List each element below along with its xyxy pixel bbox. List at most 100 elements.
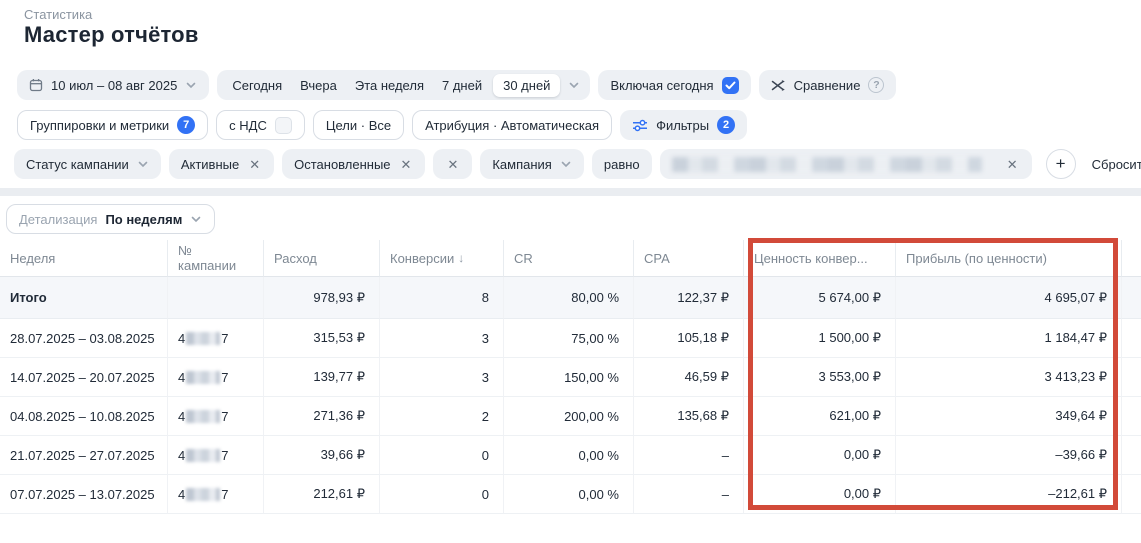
filter-value-active-label: Активные: [180, 156, 240, 172]
column-header-week[interactable]: Неделя: [0, 240, 168, 277]
chevron-down-icon: [138, 161, 148, 168]
column-header-conversion-value[interactable]: Ценность конвер...: [744, 240, 896, 277]
section-divider: [0, 188, 1141, 196]
help-icon[interactable]: ?: [868, 77, 885, 93]
total-week-cell: Итого: [0, 277, 168, 319]
close-icon[interactable]: ✕: [1006, 156, 1018, 172]
vat-checkbox[interactable]: [274, 116, 292, 134]
filter-value-active-chip[interactable]: Активные ✕: [168, 149, 275, 179]
cpa-cell: –: [634, 436, 744, 475]
total-cr-cell: 80,00 %: [504, 277, 634, 319]
column-header-cr[interactable]: CR: [504, 240, 634, 277]
column-header-label: Прибыль (по ценности): [906, 250, 1047, 266]
vat-label: с НДС: [229, 117, 267, 133]
chevron-down-icon: [192, 216, 201, 223]
redacted-campaign-id: [186, 370, 221, 384]
column-header-cost[interactable]: Расход: [264, 240, 380, 277]
groupings-count-badge: 7: [177, 116, 196, 134]
column-header-conversions[interactable]: Конверсии ↓: [380, 240, 504, 277]
compare-arrows-icon: [771, 79, 785, 91]
report-table: Неделя № кампании Расход Конверсии ↓ CR C…: [0, 240, 1141, 514]
conversions-cell: 0: [380, 475, 504, 514]
filter-field-campaign-chip[interactable]: Кампания: [480, 149, 584, 179]
week-cell: 21.07.2025 – 27.07.2025: [0, 436, 168, 475]
sliders-icon: [633, 119, 648, 131]
chevron-down-icon: [187, 82, 196, 89]
quick-range-yesterday[interactable]: Вчера: [300, 77, 337, 93]
quick-range-7-days[interactable]: 7 дней: [442, 77, 483, 93]
profit-cell: 349,64 ₽: [896, 397, 1122, 436]
add-filter-button[interactable]: +: [1045, 149, 1076, 179]
vat-chip[interactable]: с НДС: [216, 110, 305, 140]
column-header-profit[interactable]: Прибыль (по ценности): [896, 240, 1122, 277]
campaign-prefix: 4: [178, 408, 186, 424]
toolbar-row-filters: Статус кампании Активные ✕ Остановленные…: [14, 149, 1141, 179]
value-cell: 3 553,00 ₽: [744, 358, 896, 397]
column-header-label: № кампании: [178, 243, 237, 273]
close-icon[interactable]: ✕: [249, 156, 261, 172]
total-cpa-cell: 122,37 ₽: [634, 277, 744, 319]
comparison-label: Сравнение: [793, 77, 861, 93]
groupings-metrics-label: Группировки и метрики: [30, 117, 170, 133]
close-icon[interactable]: ✕: [400, 156, 412, 172]
cost-cell: 139,77 ₽: [264, 358, 380, 397]
profit-cell: –39,66 ₽: [896, 436, 1122, 475]
date-range-chip[interactable]: 10 июл – 08 авг 2025: [17, 70, 210, 100]
filter-operator-label: равно: [603, 156, 640, 172]
quick-range-today[interactable]: Сегодня: [232, 77, 283, 93]
filter-value-stopped-label: Остановленные: [294, 156, 391, 172]
page-title: Мастер отчётов: [24, 22, 199, 47]
column-header-cpa[interactable]: CPA: [634, 240, 744, 277]
filter-value-stopped-chip[interactable]: Остановленные ✕: [282, 149, 426, 179]
conversions-cell: 0: [380, 436, 504, 475]
close-icon: ✕: [447, 156, 459, 172]
redacted-campaign-id: [186, 409, 221, 423]
cr-cell: 0,00 %: [504, 475, 634, 514]
breadcrumb[interactable]: Статистика: [24, 7, 93, 22]
filter-campaign-value-chip[interactable]: ✕: [659, 149, 1032, 179]
campaign-suffix: 7: [221, 447, 229, 463]
campaign-prefix: 4: [178, 486, 186, 502]
include-today-checkbox[interactable]: [721, 76, 739, 94]
goals-chip[interactable]: Цели · Все: [312, 110, 405, 140]
chevron-down-icon: [561, 161, 571, 168]
attribution-chip[interactable]: Атрибуция · Автоматическая: [412, 110, 613, 140]
include-today-chip[interactable]: Включая сегодня: [598, 70, 751, 100]
column-header-label: Неделя: [10, 250, 56, 266]
week-cell: 04.08.2025 – 10.08.2025: [0, 397, 168, 436]
value-cell: 1 500,00 ₽: [744, 319, 896, 358]
filter-status-remove-chip[interactable]: ✕: [433, 149, 473, 179]
cost-cell: 39,66 ₽: [264, 436, 380, 475]
date-range-label: 10 июл – 08 авг 2025: [51, 77, 178, 93]
filters-label: Фильтры: [656, 117, 710, 133]
cost-cell: 315,53 ₽: [264, 319, 380, 358]
column-header-label: Конверсии: [390, 250, 455, 266]
quick-range-selected[interactable]: 30 дней: [493, 73, 561, 97]
reset-all-link[interactable]: Сбросить все: [1091, 156, 1141, 172]
filler-cell: [1122, 358, 1141, 397]
campaign-suffix: 7: [221, 486, 229, 502]
filter-field-status-chip[interactable]: Статус кампании: [14, 149, 161, 179]
cpa-cell: 46,59 ₽: [634, 358, 744, 397]
calendar-icon: [29, 79, 43, 92]
detalization-chip[interactable]: Детализация По неделям: [6, 204, 216, 234]
groupings-metrics-chip[interactable]: Группировки и метрики 7: [17, 110, 209, 140]
quick-range-this-week[interactable]: Эта неделя: [354, 77, 424, 93]
filler-cell: [1122, 475, 1141, 514]
filter-operator-chip[interactable]: равно: [591, 149, 652, 179]
column-header-campaign[interactable]: № кампании: [168, 240, 264, 277]
redacted-campaign-id: [186, 331, 221, 345]
filter-field-campaign-label: Кампания: [492, 156, 552, 172]
chevron-down-icon[interactable]: [568, 79, 580, 91]
value-cell: 0,00 ₽: [744, 475, 896, 514]
comparison-chip[interactable]: Сравнение ?: [758, 70, 897, 100]
filters-chip[interactable]: Фильтры 2: [620, 110, 748, 140]
total-filler-cell: [1122, 277, 1141, 319]
cost-cell: 212,61 ₽: [264, 475, 380, 514]
column-header-filler: [1122, 240, 1141, 277]
detalization-value: По неделям: [105, 211, 183, 227]
cpa-cell: 135,68 ₽: [634, 397, 744, 436]
total-profit-cell: 4 695,07 ₽: [896, 277, 1122, 319]
